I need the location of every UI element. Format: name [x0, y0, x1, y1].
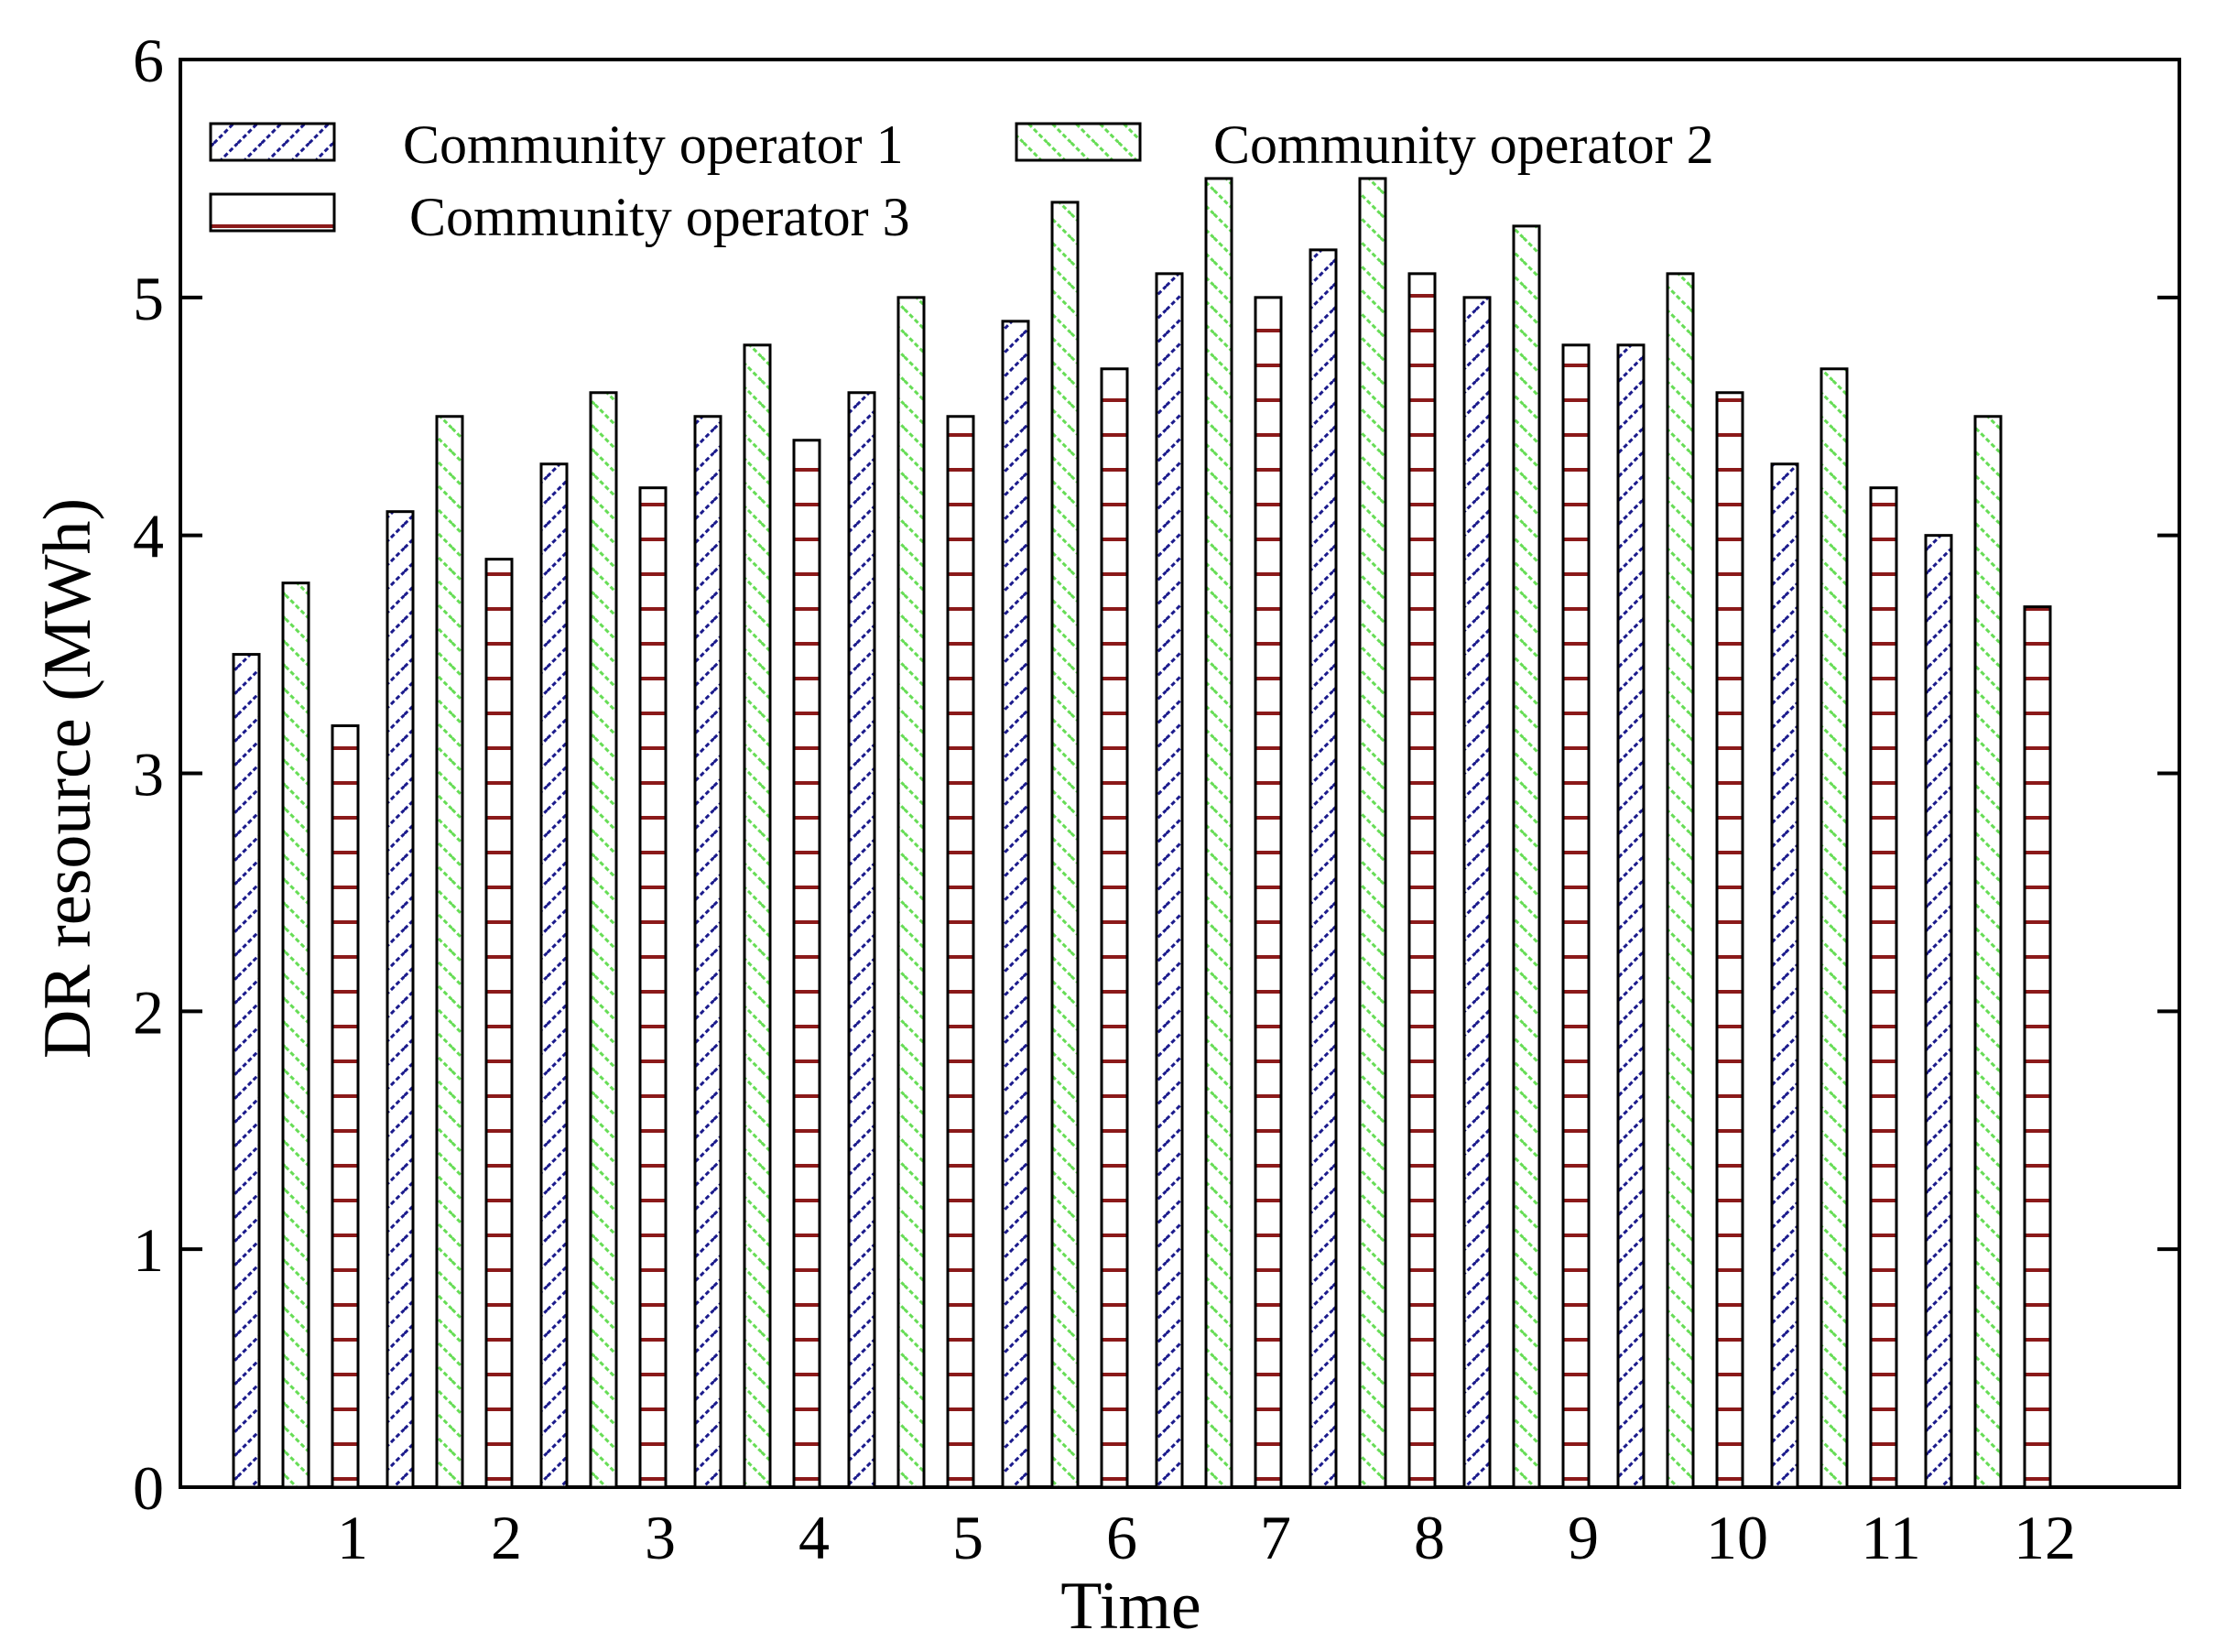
bar-operator-1-t3: [539, 462, 569, 1489]
bars: [232, 177, 2052, 1489]
bar-operator-2-t10: [1666, 272, 1695, 1489]
y-tick-label: 3: [133, 740, 164, 810]
bar-operator-1-t8: [1309, 248, 1338, 1489]
x-tick-label: 2: [491, 1503, 522, 1572]
x-axis: 1 2 3 4 5 6 7 8 9 10 11 12: [337, 1503, 2076, 1572]
x-tick-label: 8: [1414, 1503, 1445, 1572]
x-tick-label: 10: [1706, 1503, 1768, 1572]
bar-operator-2-t12: [1973, 415, 2003, 1489]
series-operator-3: [331, 272, 2052, 1489]
x-tick-label: 5: [952, 1503, 983, 1572]
legend-swatch-operator-1: [209, 122, 336, 162]
x-tick-label: 1: [337, 1503, 368, 1572]
bar-operator-2-t6: [1050, 201, 1080, 1489]
bar-operator-3-t1: [331, 724, 360, 1489]
bar-operator-1-t6: [1001, 320, 1030, 1489]
x-tick-label: 6: [1106, 1503, 1137, 1572]
y-tick-label: 2: [133, 977, 164, 1047]
bar-operator-2-t5: [896, 296, 926, 1489]
y-tick-label: 5: [133, 264, 164, 333]
bar-operator-2-t2: [435, 415, 464, 1489]
bar-operator-3-t4: [792, 439, 821, 1489]
bar-operator-1-t4: [693, 415, 722, 1489]
bar-operator-1-t1: [232, 653, 261, 1489]
bar-operator-2-t4: [743, 343, 772, 1489]
bar-operator-3-t10: [1715, 391, 1744, 1489]
x-tick-label: 3: [645, 1503, 676, 1572]
legend-swatch-operator-3: [209, 192, 336, 233]
bar-operator-2-t1: [281, 581, 310, 1489]
bar-operator-3-t3: [638, 486, 668, 1489]
bar-operator-3-t5: [946, 415, 975, 1489]
y-tick-label: 6: [133, 26, 164, 95]
bar-operator-3-t2: [484, 558, 514, 1489]
bar-operator-2-t8: [1358, 177, 1387, 1489]
x-tick-label: 7: [1260, 1503, 1291, 1572]
y-tick-label: 0: [133, 1453, 164, 1523]
legend-label-operator-3: Community operator 3: [409, 187, 910, 247]
y-axis: 0 1 2 3 4 5 6: [133, 26, 2179, 1523]
bar-operator-2-t9: [1512, 224, 1541, 1489]
bar-operator-1-t10: [1616, 343, 1646, 1489]
legend-label-operator-1: Community operator 1: [403, 114, 904, 175]
bar-operator-3-t11: [1869, 486, 1898, 1489]
bar-operator-3-t6: [1100, 367, 1129, 1489]
x-tick-label: 12: [2014, 1503, 2076, 1572]
y-axis-label: DR resource (MWh): [30, 498, 105, 1059]
bar-operator-3-t9: [1561, 343, 1591, 1489]
bar-operator-1-t12: [1924, 534, 1953, 1489]
legend-swatch-operator-2: [1015, 122, 1142, 162]
bar-operator-1-t9: [1462, 296, 1492, 1489]
y-tick-label: 1: [133, 1215, 164, 1285]
bar-operator-1-t2: [386, 510, 415, 1489]
series-operator-2: [281, 177, 2003, 1489]
bar-operator-2-t3: [589, 391, 618, 1489]
x-tick-label: 11: [1861, 1503, 1920, 1572]
bar-operator-2-t7: [1204, 177, 1233, 1489]
bar-operator-3-t7: [1254, 296, 1283, 1489]
bar-operator-3-t12: [2023, 605, 2052, 1489]
series-operator-1: [232, 248, 1953, 1489]
bar-operator-2-t11: [1820, 367, 1849, 1489]
bar-operator-1-t11: [1770, 462, 1799, 1489]
x-tick-label: 4: [798, 1503, 830, 1572]
bar-operator-3-t8: [1407, 272, 1437, 1489]
y-tick-label: 4: [133, 502, 164, 571]
bar-operator-1-t7: [1155, 272, 1184, 1489]
x-tick-label: 9: [1568, 1503, 1599, 1572]
bar-operator-1-t5: [847, 391, 876, 1489]
x-axis-label: Time: [1060, 1569, 1201, 1644]
legend: Community operator 1 Community operator …: [209, 114, 1714, 247]
legend-label-operator-2: Community operator 2: [1213, 114, 1714, 175]
